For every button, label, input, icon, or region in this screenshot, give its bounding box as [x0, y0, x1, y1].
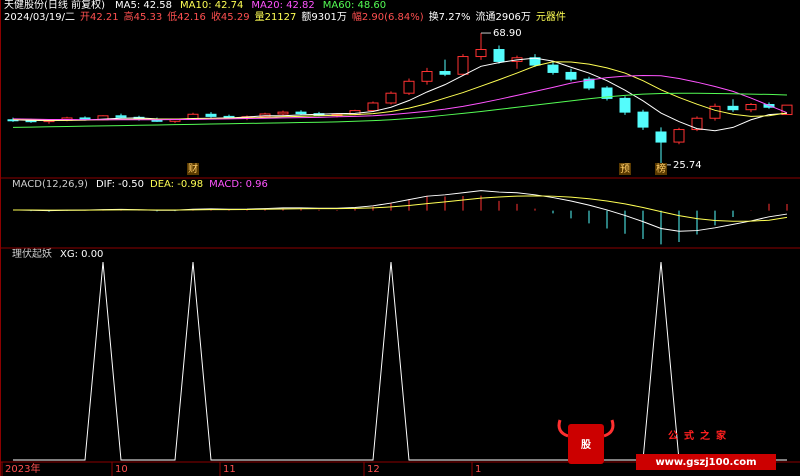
quote-info: 高45.33	[124, 10, 163, 23]
candle-body	[385, 92, 397, 104]
stock-title: 天健股份(日线 前复权)	[4, 0, 105, 11]
indicator-legend: MACD: 0.96	[209, 179, 268, 190]
site-name: 公式之家	[668, 429, 732, 442]
candle-body	[205, 113, 217, 117]
indicator-title: 理伏起妖	[12, 247, 52, 260]
site-url: www.gszj100.com	[655, 457, 756, 468]
candle-body	[637, 111, 649, 128]
ma-line	[12, 57, 788, 132]
url-box	[636, 454, 776, 470]
candle-body	[565, 71, 577, 80]
candle-body	[709, 105, 721, 119]
candle-body	[475, 49, 487, 58]
ma-line	[12, 92, 788, 128]
ma-legend: MA10: 42.74	[180, 0, 243, 11]
quote-info: 低42.16	[167, 10, 206, 23]
watermark: 股 公式之家 www.gszj100.com	[557, 419, 776, 470]
candle-body	[673, 129, 685, 143]
candle-body	[727, 105, 739, 111]
x-tick-label: 2023年	[5, 462, 40, 475]
quote-info: 元器件	[536, 11, 566, 23]
candle-body	[277, 111, 289, 115]
quote-info: 2024/03/19/二	[4, 12, 75, 23]
quote-info: 流通2906万	[475, 10, 530, 23]
candle-body	[655, 131, 667, 143]
quote-info: 量21127	[255, 11, 297, 23]
event-label: 预	[620, 163, 630, 175]
ma-legend: MA60: 48.60	[323, 0, 386, 11]
logo-box	[568, 424, 604, 464]
event-label: 榜	[656, 162, 666, 175]
candle-body	[493, 49, 505, 62]
quote-info: 换7.27%	[429, 10, 471, 23]
quote-info: 收45.29	[211, 10, 250, 23]
indicator-legend: XG: 0.00	[60, 249, 103, 260]
event-badge	[187, 163, 199, 175]
candle-body	[403, 80, 415, 94]
candle-body	[115, 115, 127, 118]
x-tick-label: 1	[475, 464, 481, 475]
candle-body	[547, 64, 559, 73]
candle-body	[619, 97, 631, 113]
quote-info: 额9301万	[301, 10, 346, 23]
candle-body	[367, 102, 379, 112]
candle-body	[583, 78, 595, 89]
quote-info: 开42.21	[80, 12, 119, 23]
candle-body	[745, 103, 757, 111]
event-badge	[619, 163, 631, 175]
candle-body	[691, 117, 703, 131]
candle-body	[439, 71, 451, 75]
price-annotation: 25.74	[673, 160, 702, 171]
logo-text: 股	[581, 439, 592, 451]
candle-body	[457, 56, 469, 75]
candle-body	[601, 87, 613, 99]
x-tick-label: 12	[367, 464, 380, 475]
ma-legend: MA20: 42.82	[251, 0, 314, 11]
event-badge	[655, 163, 667, 175]
indicator-title: MACD(12,26,9)	[12, 179, 88, 190]
ma-line	[12, 74, 788, 121]
quote-info: 幅2.90(6.84%)	[352, 10, 424, 23]
logo-horns	[557, 419, 615, 438]
ma-legend: MA5: 42.58	[115, 0, 172, 11]
price-annotation: 68.90	[493, 28, 522, 39]
candle-body	[781, 104, 793, 116]
candle-body	[421, 71, 433, 82]
candle-body	[295, 111, 307, 115]
event-label: 财	[188, 162, 198, 175]
x-tick-label: 10	[115, 464, 128, 475]
x-tick-label: 11	[223, 464, 236, 475]
indicator-line	[13, 261, 787, 461]
ma-line	[12, 61, 788, 121]
indicator-legend: DEA: -0.98	[150, 179, 203, 190]
macd-line	[12, 195, 788, 222]
indicator-legend: DIF: -0.50	[96, 179, 144, 190]
